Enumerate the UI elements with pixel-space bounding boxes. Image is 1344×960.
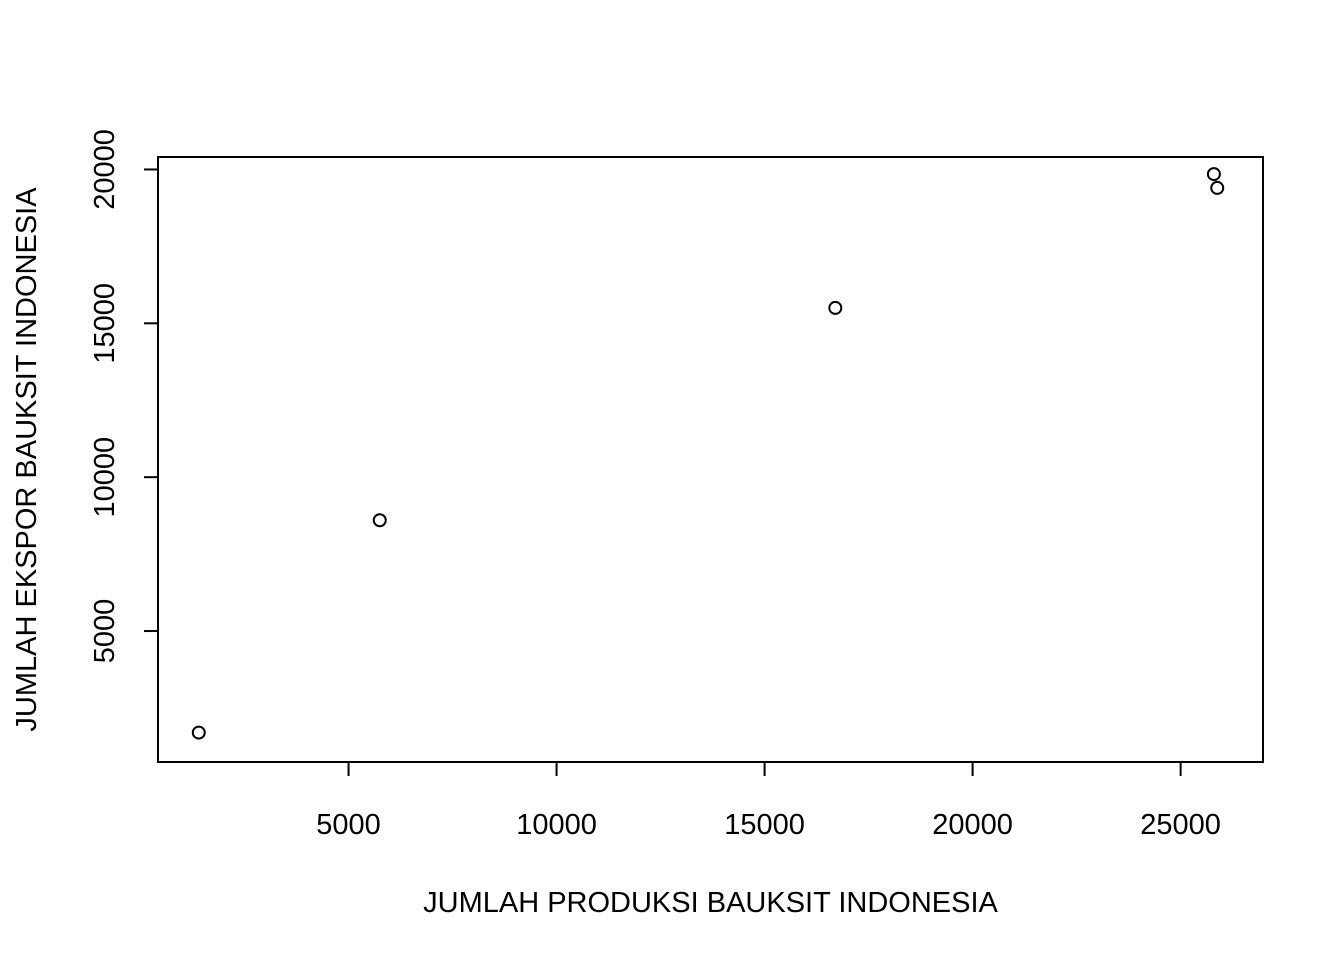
x-axis-label: JUMLAH PRODUKSI BAUKSIT INDONESIA — [423, 887, 998, 919]
data-point — [1206, 167, 1221, 182]
x-tick-label: 25000 — [1140, 809, 1221, 841]
data-point — [1210, 180, 1225, 195]
x-axis: 5000 10000 15000 20000 25000 — [316, 761, 1221, 841]
data-points — [191, 167, 1225, 740]
x-tick-label: 5000 — [316, 809, 381, 841]
y-tick-label: 20000 — [89, 129, 121, 210]
plot-frame — [157, 156, 1264, 763]
x-tick-label: 20000 — [932, 809, 1013, 841]
data-point — [191, 725, 206, 740]
y-axis-label: JUMLAH EKSPOR BAUKSIT INDONESIA — [11, 187, 43, 732]
x-tick-label: 15000 — [724, 809, 805, 841]
y-axis: 5000 10000 15000 20000 — [89, 129, 159, 664]
data-point — [372, 513, 387, 528]
data-point — [828, 300, 843, 315]
y-tick-label: 5000 — [89, 599, 121, 664]
y-tick-label: 15000 — [89, 283, 121, 364]
x-tick-label: 10000 — [516, 809, 597, 841]
y-tick-label: 10000 — [89, 437, 121, 518]
